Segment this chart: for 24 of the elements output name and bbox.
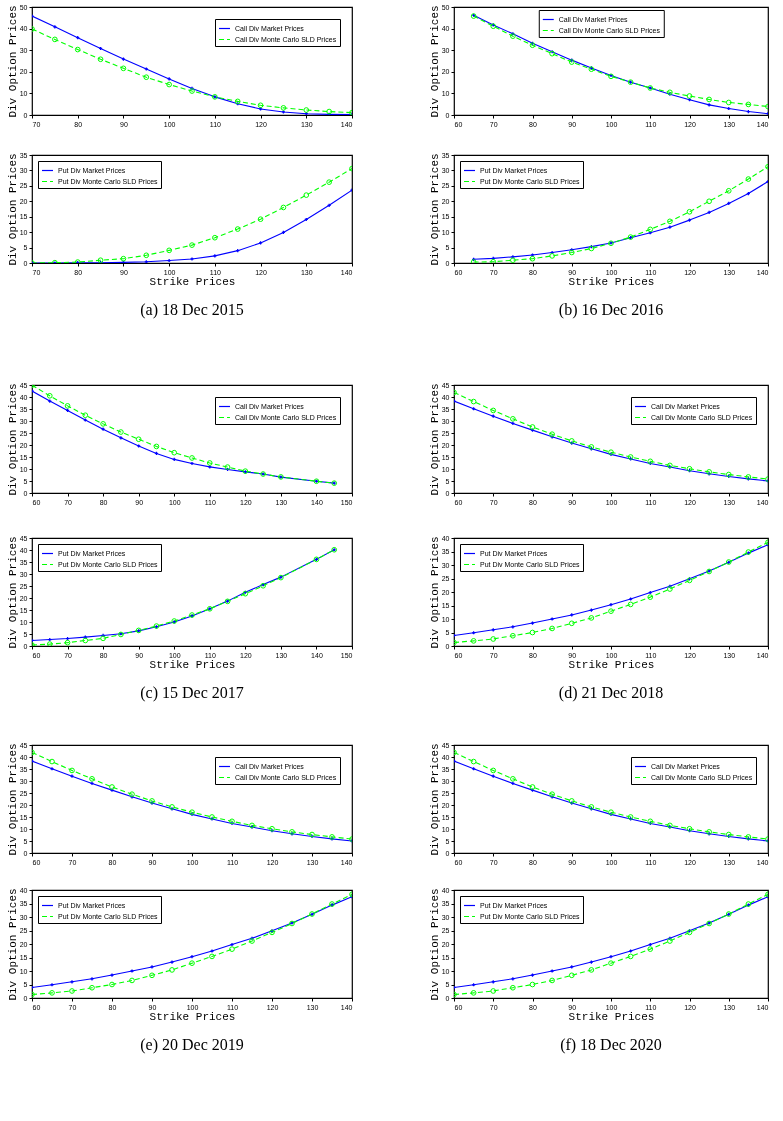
y-axis-title: Div Option Prices: [6, 888, 19, 1001]
y-axis-title: Div Option Prices: [428, 153, 441, 266]
x-axis-title: Strike Prices: [149, 658, 236, 671]
text: (e) 20 Dec 2019: [140, 1036, 244, 1054]
x-axis-title: Strike Prices: [149, 1010, 236, 1023]
text: (d) 21 Dec 2018: [558, 684, 664, 702]
y-axis-title: Div Option Prices: [428, 536, 441, 649]
y-axis-title: Div Option Prices: [428, 383, 441, 496]
x-axis-title: Strike Prices: [568, 1010, 655, 1023]
y-axis-title: Div Option Prices: [428, 743, 441, 856]
text: (c) 15 Dec 2017: [140, 684, 244, 702]
y-axis-title: Div Option Prices: [6, 536, 19, 649]
x-axis-title: Strike Prices: [568, 275, 655, 288]
y-axis-title: Div Option Prices: [6, 743, 19, 856]
y-axis-title: Div Option Prices: [428, 5, 441, 118]
text: (f) 18 Dec 2020: [560, 1036, 662, 1054]
y-axis-title: Div Option Prices: [428, 888, 441, 1001]
y-axis-title: Div Option Prices: [6, 5, 19, 118]
x-axis-title: Strike Prices: [149, 275, 236, 288]
text: (a) 18 Dec 2015: [140, 301, 244, 319]
y-axis-title: Div Option Prices: [6, 153, 19, 266]
y-axis-title: Div Option Prices: [6, 383, 19, 496]
x-axis-title: Strike Prices: [568, 658, 655, 671]
text: (b) 16 Dec 2016: [558, 301, 664, 319]
